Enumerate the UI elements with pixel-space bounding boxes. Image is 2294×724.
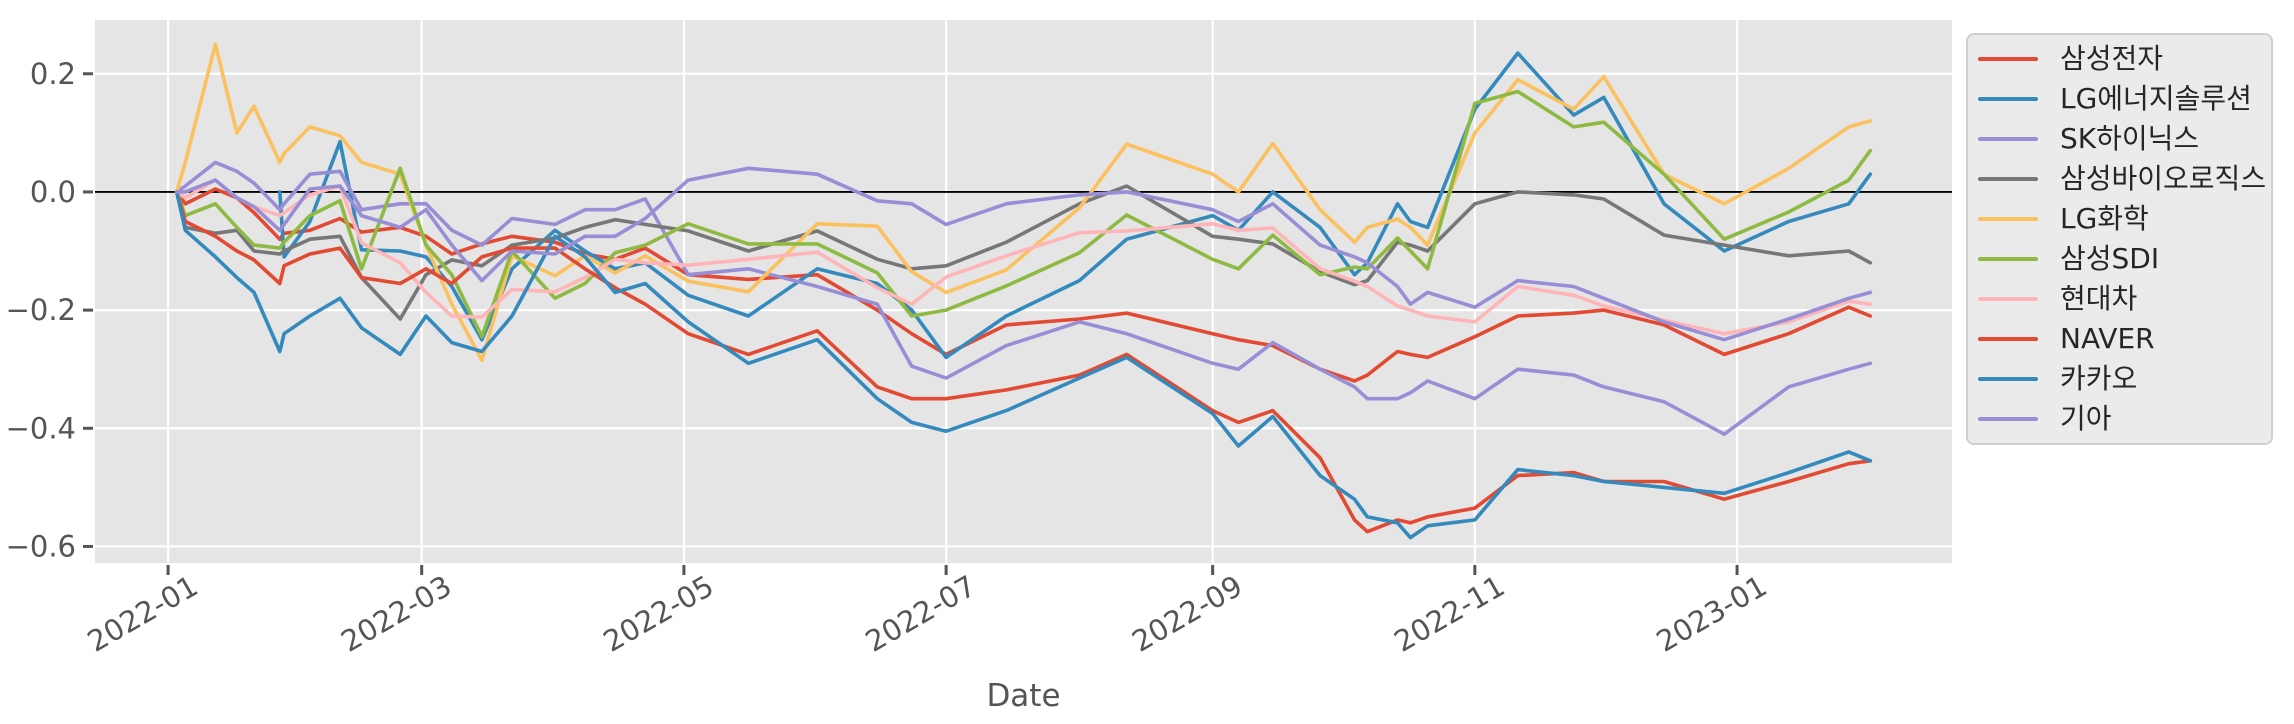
legend-label: 삼성바이오로직스 xyxy=(2060,162,2267,195)
legend-item: 삼성바이오로직스 xyxy=(1968,159,2271,199)
legend-label: LG화학 xyxy=(2060,202,2149,235)
y-tick-label: −0.6 xyxy=(6,529,76,563)
series-line-7 xyxy=(174,178,1873,336)
x-axis-title: Date xyxy=(986,678,1061,714)
legend-label: 현대차 xyxy=(2060,282,2138,315)
y-tick-label: −0.4 xyxy=(6,411,76,445)
series-line-9 xyxy=(174,190,1873,540)
legend-label: 삼성전자 xyxy=(2060,42,2164,75)
series-line-4 xyxy=(174,184,1873,321)
legend-label: LG에너지솔루션 xyxy=(2060,82,2252,115)
legend-swatch xyxy=(1978,296,2038,302)
plot-area xyxy=(95,20,1952,563)
legend-swatch xyxy=(1978,96,2038,102)
series-line-1 xyxy=(174,187,1873,383)
legend-swatch xyxy=(1978,56,2038,62)
legend-swatch xyxy=(1978,416,2038,422)
legend-label: 삼성SDI xyxy=(2060,242,2160,275)
x-tick-label: 2023-01 xyxy=(1651,569,1773,659)
legend-item: 삼성SDI xyxy=(1968,239,2271,279)
legend-swatch xyxy=(1978,256,2038,262)
y-tick-label: 0.2 xyxy=(30,57,76,91)
x-tick-label: 2022-07 xyxy=(860,569,982,659)
x-tick-label: 2022-11 xyxy=(1388,569,1510,659)
x-tick-label: 2022-03 xyxy=(335,569,457,659)
legend-label: 카카오 xyxy=(2060,362,2138,395)
x-tick-label: 2022-05 xyxy=(597,569,719,659)
legend-item: LG화학 xyxy=(1968,199,2271,239)
y-tick-label: 0.0 xyxy=(30,175,76,209)
series-line-5 xyxy=(174,42,1873,363)
legend-item: 삼성전자 xyxy=(1968,39,2271,79)
legend-item: LG에너지솔루션 xyxy=(1968,79,2271,119)
legend-label: SK하이닉스 xyxy=(2060,122,2200,155)
x-tick-label: 2022-01 xyxy=(82,569,204,659)
legend-label: NAVER xyxy=(2060,322,2155,355)
series-line-10 xyxy=(174,166,1873,342)
legend-swatch xyxy=(1978,336,2038,342)
legend-item: NAVER xyxy=(1968,319,2271,359)
legend-item: 기아 xyxy=(1968,399,2271,439)
legend-item: SK하이닉스 xyxy=(1968,119,2271,159)
series-line-3 xyxy=(174,160,1873,437)
series-line-8 xyxy=(174,190,1873,534)
legend-item: 카카오 xyxy=(1968,359,2271,399)
legend-swatch xyxy=(1978,376,2038,382)
legend-label: 기아 xyxy=(2060,402,2112,435)
x-tick-label: 2022-09 xyxy=(1126,569,1248,659)
legend-item: 현대차 xyxy=(1968,279,2271,319)
legend-swatch xyxy=(1978,176,2038,182)
legend-swatch xyxy=(1978,216,2038,222)
legend-swatch xyxy=(1978,136,2038,142)
y-tick-label: −0.2 xyxy=(6,293,76,327)
